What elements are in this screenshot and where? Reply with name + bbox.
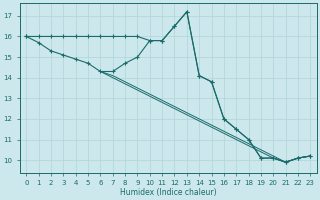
X-axis label: Humidex (Indice chaleur): Humidex (Indice chaleur) [120, 188, 217, 197]
